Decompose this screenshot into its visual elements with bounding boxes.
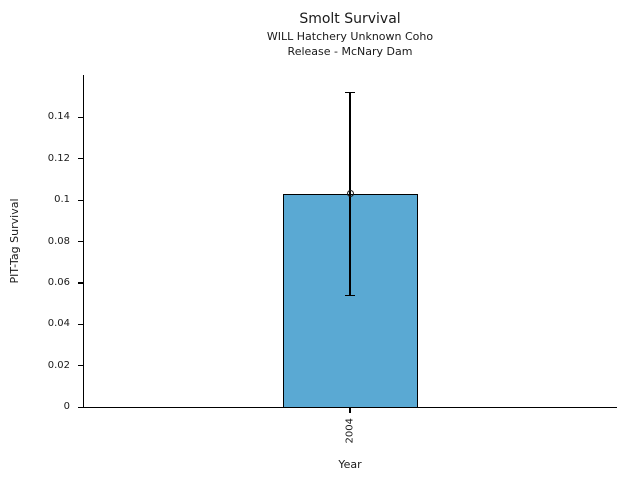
y-tick-label: 0.14: [47, 111, 70, 123]
chart-subtitle-line1: WILL Hatchery Unknown Coho: [266, 30, 434, 43]
y-tick-label: 0: [63, 401, 70, 412]
error-bar-cap-lower: [345, 294, 355, 296]
chart-subtitle-line2: Release - McNary Dam: [287, 45, 413, 58]
y-tick-mark: [78, 406, 83, 408]
y-axis-spine: [83, 75, 85, 408]
x-tick-mark: [349, 408, 351, 413]
chart-title: Smolt Survival: [299, 11, 401, 27]
y-tick-mark: [78, 365, 83, 367]
y-tick-label: 0.04: [47, 318, 70, 330]
error-bar-cap-upper: [345, 91, 355, 94]
y-axis-label: PIT-Tag Survival: [8, 198, 21, 284]
y-tick-label: 0.08: [47, 235, 70, 247]
x-tick-label: 2004: [344, 418, 356, 444]
y-tick-label: 0.12: [47, 152, 70, 164]
y-tick-mark: [78, 116, 83, 119]
y-tick-mark: [78, 323, 83, 325]
y-tick-mark: [78, 241, 83, 243]
x-axis-label: Year: [338, 458, 362, 471]
y-tick-label: 0.06: [47, 276, 70, 288]
y-tick-label: 0.1: [54, 194, 70, 206]
y-tick-mark: [78, 158, 83, 160]
data-point-marker: [346, 190, 354, 198]
y-tick-mark: [78, 282, 83, 284]
y-tick-label: 0.02: [47, 359, 70, 371]
y-tick-mark: [78, 199, 83, 201]
